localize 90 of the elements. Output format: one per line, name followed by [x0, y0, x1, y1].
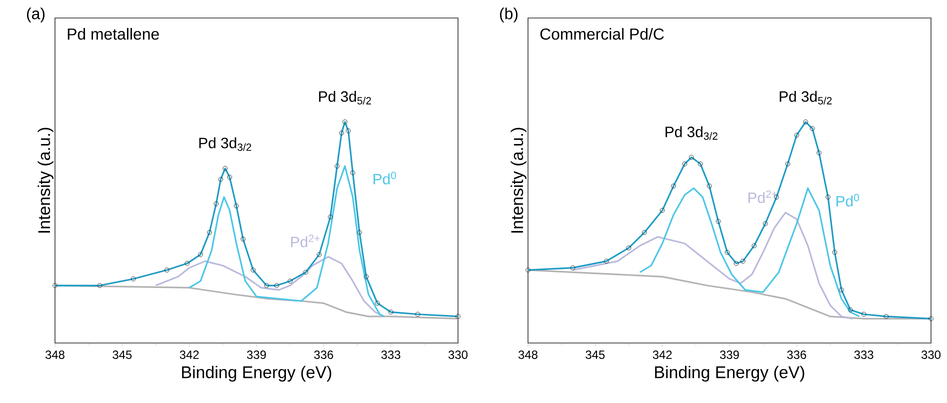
point: [234, 203, 239, 208]
point: [803, 119, 808, 124]
point: [164, 268, 170, 272]
point: [698, 161, 703, 166]
point: [214, 201, 219, 206]
series-label: Pd$^{0}$: [836, 194, 859, 207]
chart-title: Commercial Pd/C: [540, 28, 664, 40]
point: [415, 312, 420, 317]
point: [357, 230, 362, 235]
point: [626, 245, 632, 250]
point: [810, 126, 815, 131]
point: [350, 170, 356, 176]
y-axis-title: Intensity (a.u.): [38, 128, 54, 233]
series-label: Pd$^{2+}$: [748, 190, 777, 204]
x-tick-label: 336: [314, 350, 334, 359]
x-tick-label: 342: [652, 350, 672, 359]
point: [839, 287, 844, 292]
point: [346, 128, 351, 134]
x-tick-label: 339: [246, 350, 266, 359]
point: [642, 230, 647, 235]
point: [785, 161, 790, 166]
point: [130, 276, 136, 282]
point: [328, 214, 333, 220]
y-axis-title: Intensity (a.u.): [510, 128, 526, 233]
point: [218, 176, 224, 182]
point: [752, 243, 757, 248]
point: [374, 300, 380, 306]
annotation: Pd 3d$_{5/2}$: [780, 90, 832, 104]
point: [724, 250, 730, 255]
x-tick-label: 339: [720, 350, 739, 359]
text: (a): [27, 8, 44, 22]
x-tick-label: 342: [180, 350, 199, 359]
point: [364, 274, 369, 280]
x-tick-label: 345: [586, 350, 605, 359]
point: [861, 312, 866, 317]
x-axis-title: Binding Energy (eV): [182, 366, 332, 382]
x-tick-label: 345: [112, 350, 132, 359]
x-tick-label: 336: [787, 350, 806, 359]
point: [671, 184, 676, 188]
point: [456, 314, 460, 319]
annotation: Pd 3d$_{3/2}$: [199, 137, 252, 151]
point: [794, 132, 800, 138]
x-axis-title: Binding Energy (eV): [655, 366, 804, 382]
point: [288, 278, 293, 284]
point: [198, 252, 203, 258]
x-tick-label: 330: [448, 350, 468, 359]
point: [734, 260, 739, 266]
series-label: Pd$^{2+}$: [291, 234, 320, 248]
point: [316, 252, 322, 258]
point: [250, 268, 256, 272]
x-tick-label: 333: [854, 350, 874, 359]
point: [660, 208, 665, 213]
point: [274, 283, 280, 288]
point: [740, 258, 746, 264]
point: [388, 310, 394, 314]
point: [848, 307, 853, 312]
point: [334, 164, 340, 169]
point: [222, 166, 228, 171]
point: [928, 316, 934, 322]
point: [97, 283, 102, 288]
point: [884, 314, 889, 319]
x-tick-label: 333: [381, 350, 400, 359]
point: [227, 174, 232, 180]
point: [826, 194, 830, 200]
x-tick-label: 348: [518, 350, 538, 359]
text: (b): [500, 8, 518, 22]
x-tick-label: 330: [921, 350, 941, 359]
point: [240, 236, 246, 242]
point: [342, 119, 348, 124]
point: [207, 230, 212, 235]
point: [682, 161, 688, 166]
point: [526, 268, 530, 272]
chart-title: Pd metallene: [68, 28, 159, 40]
point: [706, 184, 712, 188]
point: [303, 270, 308, 275]
series-label: Pd$^{0}$: [374, 172, 396, 184]
point: [52, 283, 58, 288]
annotation: Pd 3d$_{3/2}$: [666, 126, 718, 140]
point: [570, 265, 576, 270]
point: [716, 218, 721, 224]
point: [762, 221, 768, 226]
point: [339, 130, 344, 136]
point: [832, 250, 838, 255]
point: [604, 258, 609, 264]
point: [264, 283, 270, 288]
annotation: Pd 3d$_{5/2}$: [319, 90, 371, 104]
point: [184, 260, 190, 266]
point: [689, 154, 694, 160]
x-tick-label: 348: [45, 350, 64, 359]
point: [816, 150, 822, 156]
